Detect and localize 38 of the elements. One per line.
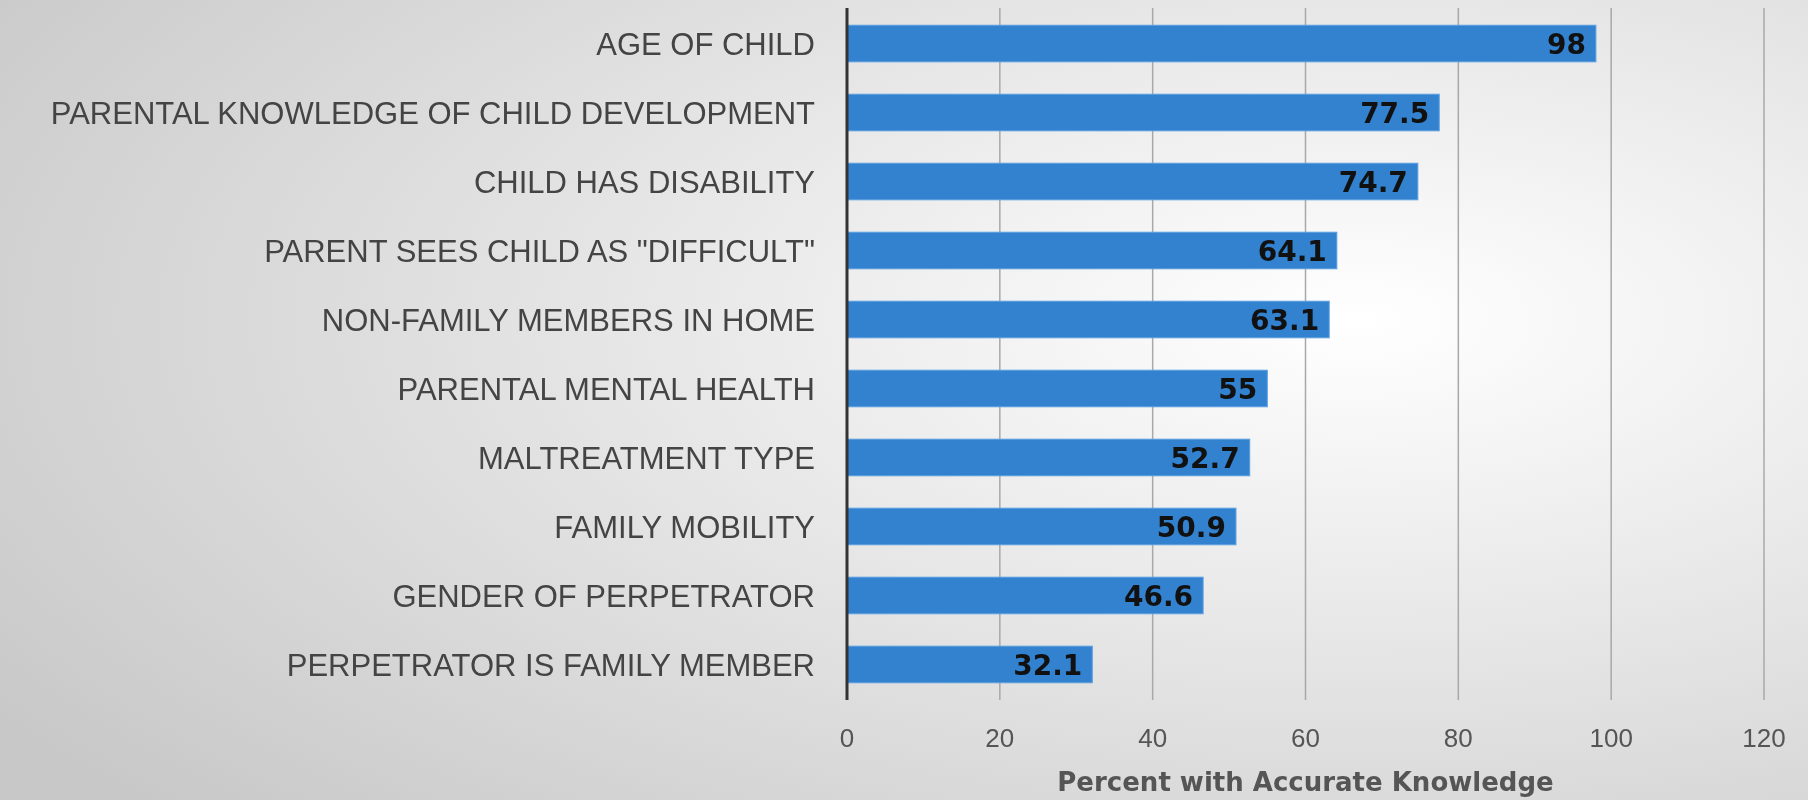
- data-label: 64.1: [1257, 234, 1327, 268]
- x-tick-label: 100: [1589, 723, 1633, 754]
- y-tick-label: PARENT SEES CHILD AS "DIFFICULT": [264, 233, 815, 269]
- x-axis-title: Percent with Accurate Knowledge: [1057, 767, 1554, 798]
- x-tick-label: 60: [1291, 723, 1320, 754]
- bar: [846, 300, 1330, 339]
- bar: [846, 24, 1597, 63]
- bar: [846, 231, 1338, 270]
- data-label: 55: [1218, 372, 1258, 406]
- data-label: 98: [1546, 27, 1586, 61]
- x-tick-label: 80: [1443, 723, 1473, 754]
- y-tick-label: CHILD HAS DISABILITY: [473, 164, 815, 200]
- bar: [846, 162, 1419, 201]
- bar: [846, 645, 1093, 684]
- x-tick-label: 120: [1742, 723, 1786, 754]
- data-label: 46.6: [1124, 579, 1194, 613]
- bar: [846, 576, 1204, 615]
- data-label: 32.1: [1013, 648, 1083, 682]
- x-tick-label: 40: [1138, 723, 1168, 754]
- y-tick-label: NON-FAMILY MEMBERS IN HOME: [321, 302, 815, 338]
- bar: [846, 369, 1268, 408]
- y-tick-label: PARENTAL MENTAL HEALTH: [397, 371, 815, 407]
- data-label: 74.7: [1338, 165, 1408, 199]
- x-tick-label: 20: [985, 723, 1015, 754]
- data-label: 50.9: [1156, 510, 1226, 544]
- x-tick-label: 0: [839, 723, 855, 754]
- y-tick-label: PARENTAL KNOWLEDGE OF CHILD DEVELOPMENT: [50, 95, 816, 131]
- y-tick-label: MALTREATMENT TYPE: [477, 440, 815, 476]
- y-tick-label: PERPETRATOR IS FAMILY MEMBER: [286, 647, 815, 683]
- y-tick-label: FAMILY MOBILITY: [554, 509, 815, 545]
- bar: [846, 438, 1251, 477]
- y-tick-label: GENDER OF PERPETRATOR: [392, 578, 815, 614]
- bar: [846, 93, 1440, 132]
- data-label: 77.5: [1360, 96, 1430, 130]
- bar: [846, 507, 1237, 546]
- data-label: 63.1: [1250, 303, 1320, 337]
- y-tick-label: AGE OF CHILD: [596, 26, 815, 62]
- data-label: 52.7: [1170, 441, 1240, 475]
